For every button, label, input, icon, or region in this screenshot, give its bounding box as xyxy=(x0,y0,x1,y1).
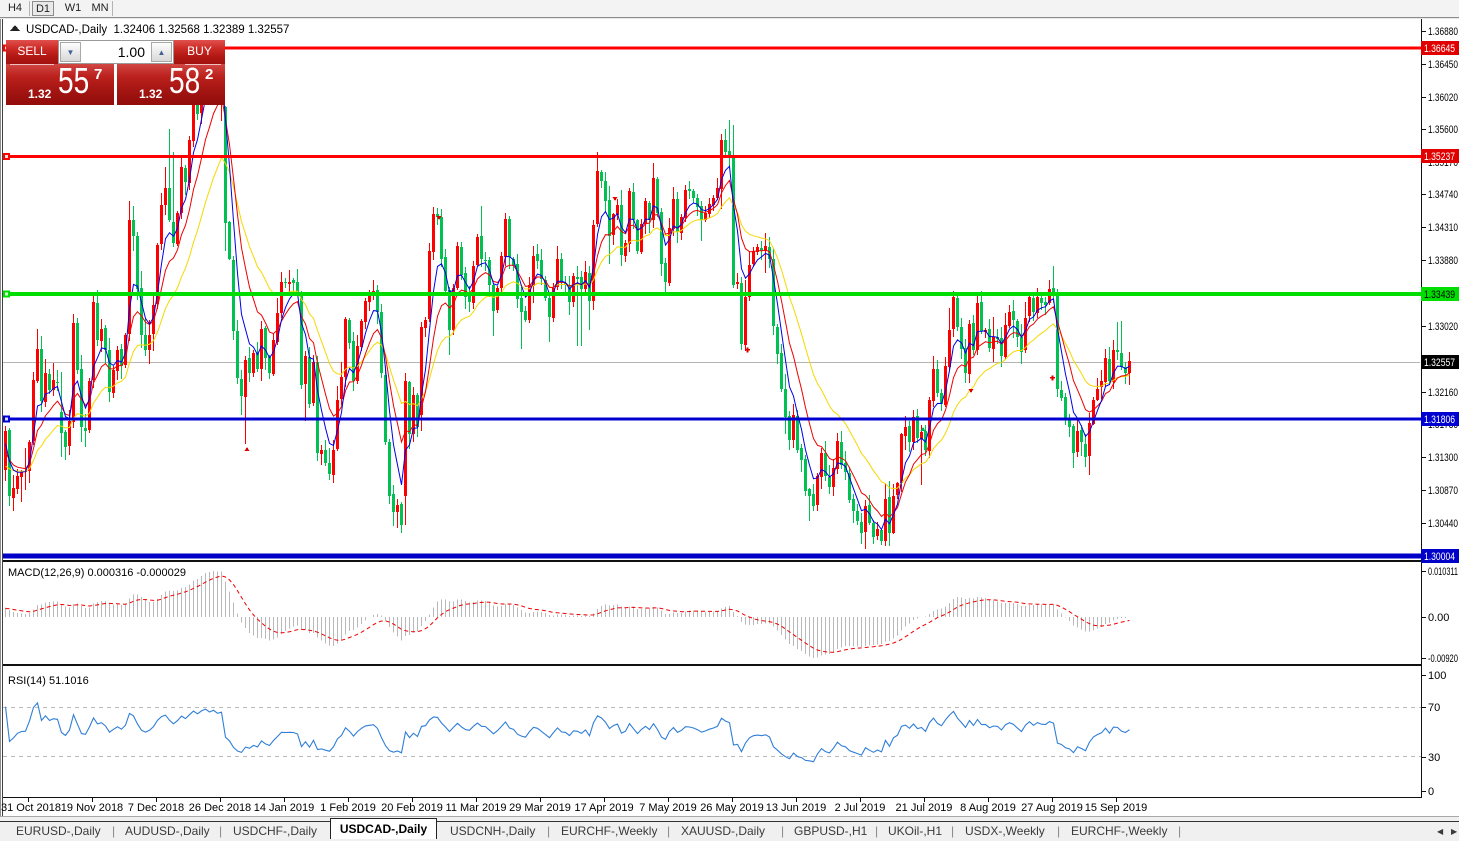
svg-text:RSI(14) 51.1016: RSI(14) 51.1016 xyxy=(8,675,89,687)
svg-text:1.35237: 1.35237 xyxy=(1424,151,1455,163)
svg-text:7 May 2019: 7 May 2019 xyxy=(639,802,696,814)
svg-text:1.33880: 1.33880 xyxy=(1428,255,1458,267)
svg-text:30: 30 xyxy=(1428,752,1440,764)
svg-text:0: 0 xyxy=(1428,786,1434,798)
svg-text:1.36880: 1.36880 xyxy=(1428,26,1458,38)
svg-text:1.36450: 1.36450 xyxy=(1428,59,1458,71)
svg-text:1.36645: 1.36645 xyxy=(1424,43,1455,55)
svg-text:27 Aug 2019: 27 Aug 2019 xyxy=(1021,802,1083,814)
svg-text:1 Feb 2019: 1 Feb 2019 xyxy=(320,802,376,814)
svg-text:8 Aug 2019: 8 Aug 2019 xyxy=(960,802,1016,814)
svg-text:0.00: 0.00 xyxy=(1428,612,1449,624)
svg-text:7 Dec 2018: 7 Dec 2018 xyxy=(128,802,184,814)
svg-text:1.32557: 1.32557 xyxy=(1424,357,1455,369)
svg-text:1.31300: 1.31300 xyxy=(1428,452,1458,464)
svg-text:1.30870: 1.30870 xyxy=(1428,485,1458,497)
svg-text:26 May 2019: 26 May 2019 xyxy=(700,802,764,814)
svg-text:70: 70 xyxy=(1428,702,1440,714)
svg-text:1.36020: 1.36020 xyxy=(1428,92,1458,104)
svg-text:13 Jun 2019: 13 Jun 2019 xyxy=(766,802,827,814)
svg-text:USDCAD-,Daily 1.32406 1.32568: USDCAD-,Daily 1.32406 1.32568 1.32389 1.… xyxy=(26,24,289,36)
svg-text:1.33439: 1.33439 xyxy=(1424,289,1455,301)
svg-text:100: 100 xyxy=(1428,670,1446,682)
svg-text:1.35600: 1.35600 xyxy=(1428,124,1458,136)
svg-text:26 Dec 2018: 26 Dec 2018 xyxy=(189,802,251,814)
svg-text:15 Sep 2019: 15 Sep 2019 xyxy=(1085,802,1147,814)
svg-text:20 Feb 2019: 20 Feb 2019 xyxy=(381,802,443,814)
svg-text:14 Jan 2019: 14 Jan 2019 xyxy=(254,802,315,814)
svg-text:2 Jul 2019: 2 Jul 2019 xyxy=(835,802,886,814)
svg-text:31 Oct 2018: 31 Oct 2018 xyxy=(1,802,61,814)
svg-text:-0.00920: -0.00920 xyxy=(1428,653,1458,665)
svg-text:1.30004: 1.30004 xyxy=(1424,551,1455,563)
svg-text:29 Mar 2019: 29 Mar 2019 xyxy=(509,802,571,814)
svg-text:1.30440: 1.30440 xyxy=(1428,518,1458,530)
svg-text:1.34740: 1.34740 xyxy=(1428,189,1458,201)
svg-text:1.34310: 1.34310 xyxy=(1428,222,1458,234)
svg-text:0.010311: 0.010311 xyxy=(1428,566,1458,578)
svg-text:1.33020: 1.33020 xyxy=(1428,321,1458,333)
svg-text:19 Nov 2018: 19 Nov 2018 xyxy=(61,802,123,814)
svg-text:MACD(12,26,9) 0.000316 -0.0000: MACD(12,26,9) 0.000316 -0.000029 xyxy=(8,567,186,579)
svg-text:21 Jul 2019: 21 Jul 2019 xyxy=(896,802,953,814)
svg-text:1.32160: 1.32160 xyxy=(1428,387,1458,399)
svg-text:11 Mar 2019: 11 Mar 2019 xyxy=(446,802,507,814)
svg-text:17 Apr 2019: 17 Apr 2019 xyxy=(574,802,633,814)
svg-text:1.31806: 1.31806 xyxy=(1424,414,1455,426)
